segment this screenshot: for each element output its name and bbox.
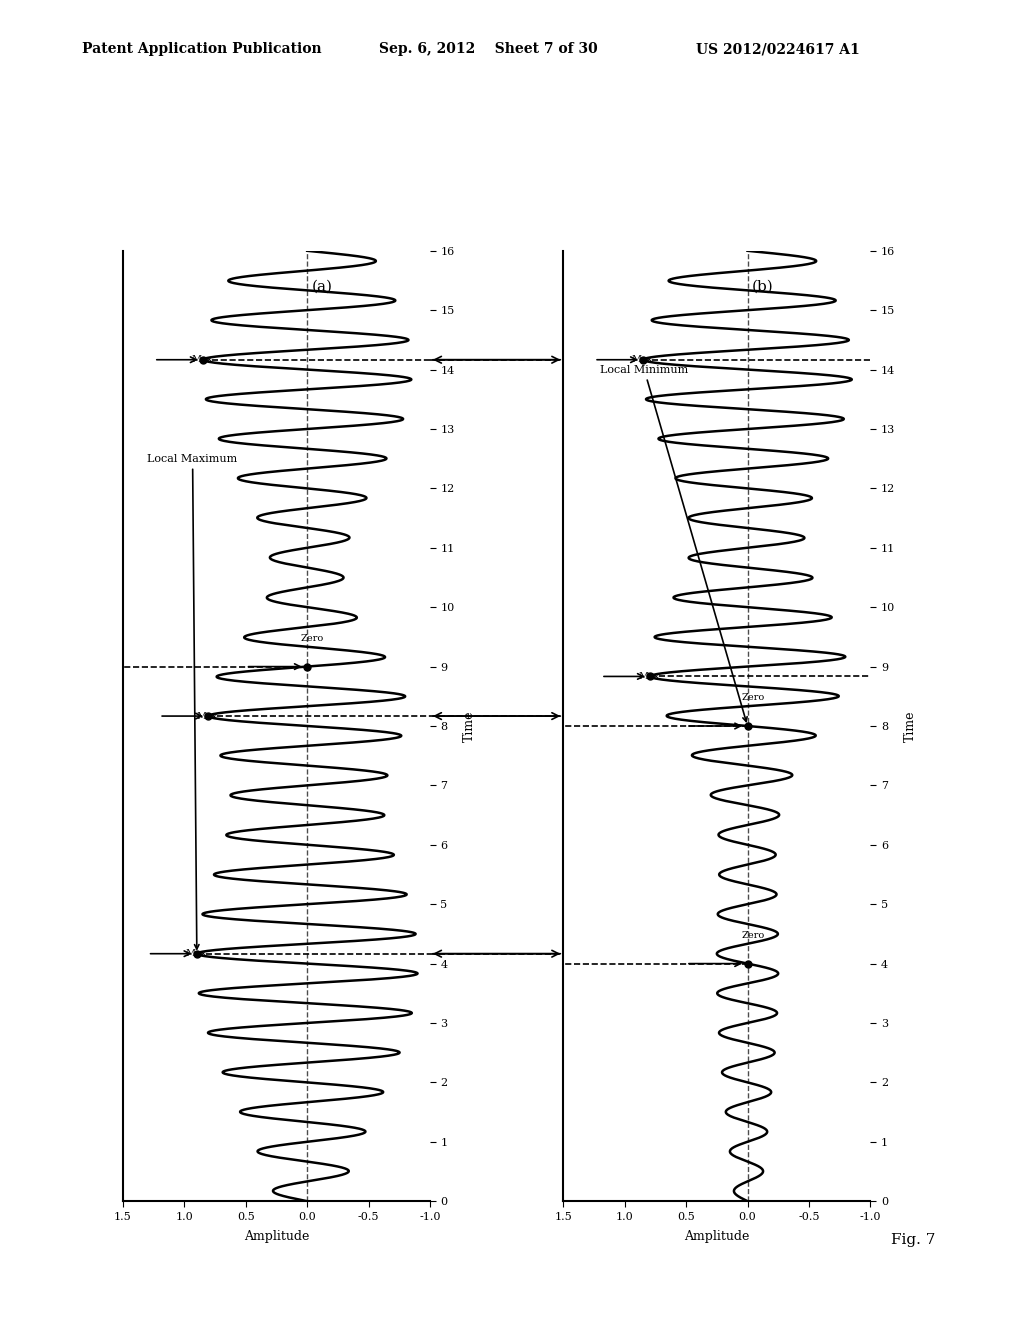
Text: Max: Max [639,672,660,681]
Text: Local Maximum: Local Maximum [147,454,238,949]
Text: Sep. 6, 2012    Sheet 7 of 30: Sep. 6, 2012 Sheet 7 of 30 [379,42,598,57]
X-axis label: Amplitude: Amplitude [244,1230,309,1243]
Text: (b): (b) [752,280,774,293]
Text: Fig. 7: Fig. 7 [891,1233,935,1247]
Text: Patent Application Publication: Patent Application Publication [82,42,322,57]
Text: US 2012/0224617 A1: US 2012/0224617 A1 [696,42,860,57]
Text: Zero: Zero [741,693,765,702]
Text: Max: Max [197,711,218,721]
Text: Max: Max [191,355,213,364]
Text: Local Minimum: Local Minimum [600,364,748,722]
X-axis label: Amplitude: Amplitude [684,1230,750,1243]
Y-axis label: Time: Time [903,710,916,742]
Text: (a): (a) [312,280,333,293]
Text: Max: Max [185,949,207,958]
Text: Zero: Zero [301,634,325,643]
Text: Max: Max [632,355,653,364]
Y-axis label: Time: Time [463,710,476,742]
Text: Zero: Zero [741,931,765,940]
